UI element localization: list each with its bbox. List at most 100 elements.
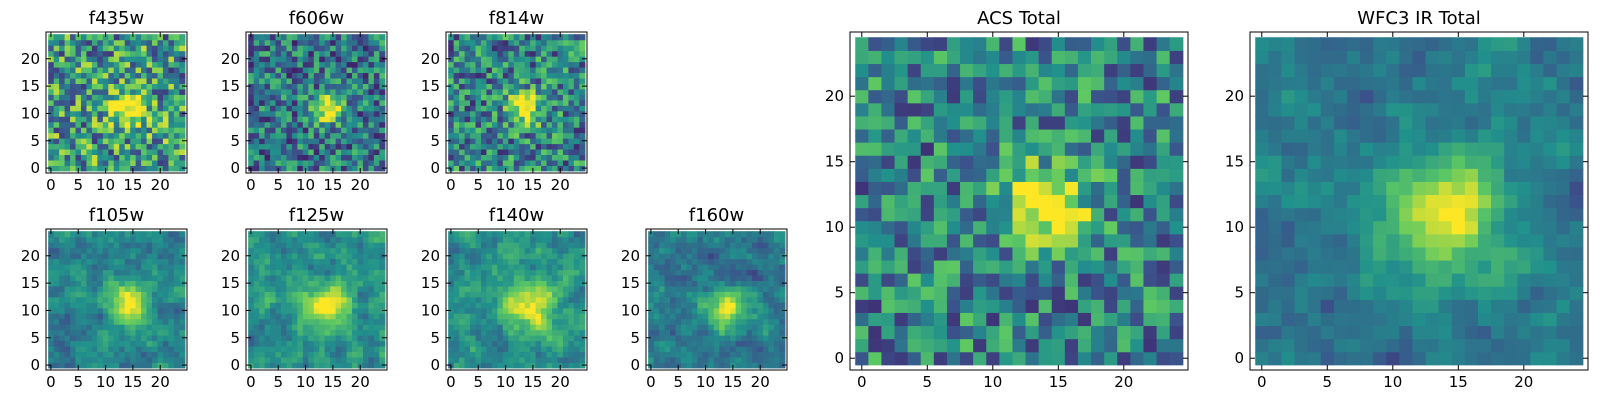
heatmap-cell bbox=[1038, 299, 1053, 313]
heatmap-cell bbox=[713, 313, 720, 320]
heatmap-cell bbox=[670, 362, 677, 369]
heatmap-cell bbox=[297, 148, 304, 156]
heatmap-cell bbox=[146, 83, 153, 90]
heatmap-cell bbox=[70, 66, 77, 74]
heatmap-cell bbox=[999, 299, 1014, 313]
heatmap-cell bbox=[146, 269, 153, 276]
heatmap-cell bbox=[497, 253, 504, 260]
heatmap-cell bbox=[362, 77, 370, 84]
heatmap-cell bbox=[670, 351, 677, 358]
heatmap-cell bbox=[1077, 299, 1092, 313]
heatmap-cell bbox=[259, 56, 266, 63]
heatmap-cell bbox=[573, 34, 580, 41]
heatmap-cell bbox=[86, 50, 93, 57]
heatmap-cell bbox=[535, 351, 542, 358]
heatmap-cell bbox=[470, 110, 477, 117]
heatmap-cell bbox=[933, 259, 948, 274]
heatmap-cell bbox=[264, 88, 271, 95]
heatmap-cell bbox=[97, 307, 104, 314]
heatmap-cell bbox=[491, 132, 498, 139]
heatmap-cell bbox=[475, 242, 482, 249]
heatmap-cell bbox=[91, 263, 98, 271]
heatmap-cell bbox=[313, 313, 320, 320]
heatmap-cell bbox=[519, 324, 526, 331]
heatmap-cell bbox=[470, 285, 477, 292]
heatmap-cell bbox=[535, 302, 542, 309]
heatmap-cell bbox=[59, 242, 66, 249]
heatmap-cell bbox=[486, 242, 493, 249]
heatmap-cell bbox=[135, 88, 142, 95]
heatmap-cell bbox=[475, 94, 482, 101]
heatmap-cell bbox=[648, 296, 655, 303]
heatmap-cell bbox=[130, 356, 137, 363]
heatmap-cell bbox=[453, 94, 460, 101]
heatmap-cell bbox=[335, 296, 342, 303]
heatmap-cell bbox=[735, 269, 742, 276]
heatmap-cell bbox=[64, 351, 71, 358]
heatmap-cell bbox=[562, 88, 570, 95]
heatmap-cell bbox=[113, 34, 120, 41]
heatmap-cell bbox=[648, 329, 655, 336]
heatmap-cell bbox=[779, 324, 786, 331]
heatmap-cell bbox=[64, 362, 71, 369]
heatmap-cell bbox=[719, 242, 726, 249]
heatmap-cell bbox=[459, 165, 466, 172]
heatmap-cell bbox=[1091, 246, 1105, 261]
heatmap-cell bbox=[70, 335, 77, 342]
heatmap-cell bbox=[341, 99, 348, 106]
heatmap-cell bbox=[1012, 233, 1027, 248]
y-tick-label: 15 bbox=[221, 77, 240, 95]
heatmap-cell bbox=[448, 318, 455, 325]
heatmap-cell bbox=[302, 39, 309, 46]
heatmap-cell bbox=[552, 247, 559, 254]
heatmap-cell bbox=[762, 351, 770, 358]
heatmap-cell bbox=[302, 154, 309, 161]
heatmap-cell bbox=[1051, 325, 1066, 340]
heatmap-cell bbox=[70, 269, 77, 276]
heatmap-cell bbox=[757, 280, 764, 287]
heatmap-cell bbox=[70, 143, 77, 150]
heatmap-cell bbox=[330, 56, 337, 63]
heatmap-cell bbox=[259, 356, 266, 363]
heatmap-cell bbox=[373, 253, 380, 260]
heatmap-cell bbox=[502, 138, 509, 145]
heatmap-cell bbox=[757, 345, 764, 353]
heatmap-cell bbox=[108, 269, 115, 276]
heatmap-cell bbox=[75, 263, 82, 271]
heatmap-cell bbox=[546, 83, 553, 90]
heatmap-cell bbox=[491, 340, 498, 347]
heatmap-cell bbox=[568, 269, 575, 276]
heatmap-cell bbox=[920, 194, 935, 209]
heatmap-cell bbox=[448, 253, 455, 260]
heatmap-cell bbox=[719, 291, 726, 298]
heatmap-cell bbox=[64, 116, 71, 123]
heatmap-cell bbox=[448, 258, 455, 265]
heatmap-cell bbox=[459, 329, 466, 336]
heatmap-cell bbox=[75, 121, 82, 128]
heatmap-cell bbox=[297, 340, 304, 347]
heatmap-cell bbox=[960, 220, 974, 235]
heatmap-cell bbox=[362, 61, 370, 68]
heatmap-cell bbox=[302, 61, 309, 68]
heatmap-cell bbox=[319, 324, 326, 331]
heatmap-cell bbox=[248, 242, 255, 249]
heatmap-cell bbox=[986, 351, 1000, 366]
heatmap-cell bbox=[1156, 259, 1171, 274]
heatmap-cell bbox=[1077, 312, 1092, 327]
heatmap-cell bbox=[491, 296, 498, 303]
heatmap-cell bbox=[97, 269, 104, 276]
heatmap-cell bbox=[475, 50, 482, 57]
heatmap-cell bbox=[894, 207, 909, 222]
heatmap-cell bbox=[113, 302, 120, 309]
heatmap-cell bbox=[579, 77, 586, 84]
heatmap-cell bbox=[464, 291, 471, 298]
heatmap-cell bbox=[491, 121, 498, 128]
heatmap-cell bbox=[486, 88, 493, 95]
heatmap-cell bbox=[259, 296, 266, 303]
heatmap-cell bbox=[552, 231, 559, 238]
heatmap-cell bbox=[486, 99, 493, 106]
heatmap-cell bbox=[357, 88, 364, 95]
heatmap-cell bbox=[286, 116, 293, 123]
heatmap-cell bbox=[486, 280, 493, 287]
